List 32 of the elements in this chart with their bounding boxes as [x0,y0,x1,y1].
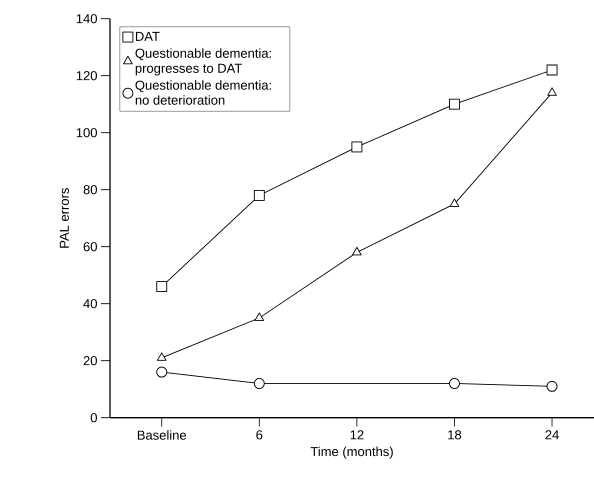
legend-label: Questionable dementia: no deterioration [136,80,271,105]
y-tick-label: 60 [84,242,97,252]
y-axis-title: PAL errors [60,188,69,248]
point [449,378,460,389]
x-axis-title: Time (months) [310,446,393,459]
point [254,312,264,321]
legend-label: DAT [136,32,160,41]
point [156,281,168,292]
point [156,366,168,378]
y-tick-label: 100 [76,128,97,138]
point [156,352,167,361]
y-tick-label: 120 [76,71,97,80]
y-tick-label: 20 [84,356,97,366]
point [352,246,362,256]
point [450,198,460,207]
legend-label: Questionable dementia: progresses to DAT [136,48,271,76]
point [546,380,558,392]
point [254,190,265,201]
x-tick-label: 18 [448,430,462,440]
y-tick-label: 140 [76,14,97,24]
y-tick-label: 0 [90,413,97,422]
point [546,64,558,76]
x-tick-label: 24 [545,430,559,440]
x-tick-label: 6 [256,430,262,440]
x-tick-label: Baseline [138,430,186,440]
point [547,87,557,96]
y-tick-label: 80 [84,185,97,194]
y-tick-label: 40 [83,299,97,308]
x-tick-label: 12 [350,430,364,440]
point [351,141,362,152]
point [254,378,265,389]
point [449,98,460,110]
